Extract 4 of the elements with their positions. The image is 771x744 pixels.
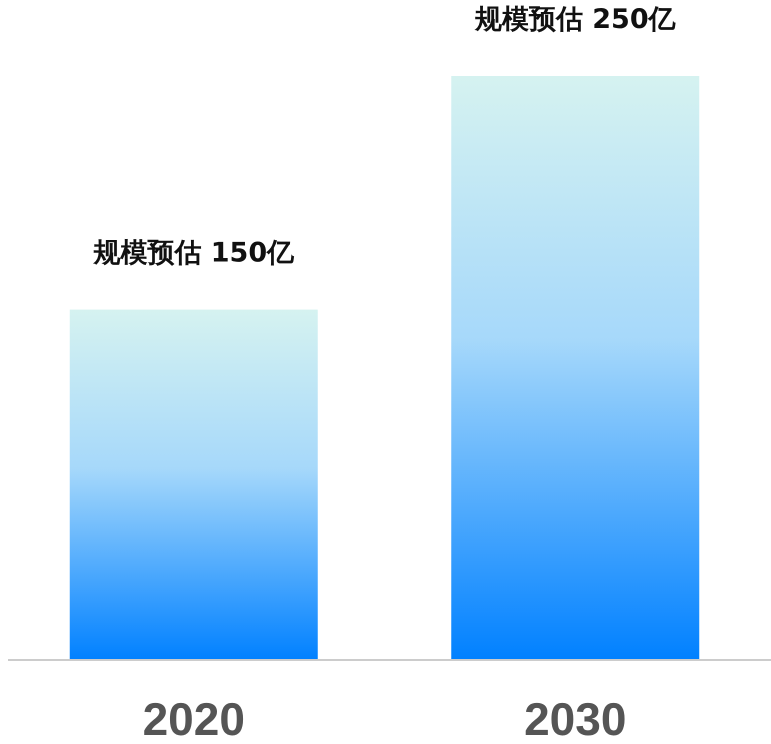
data-label: 规模预估 250亿 [474, 4, 677, 35]
data-label: 规模预估 150亿 [92, 238, 296, 269]
x-tick-label: 2020 [142, 693, 245, 744]
x-tick-label: 2030 [524, 693, 626, 744]
